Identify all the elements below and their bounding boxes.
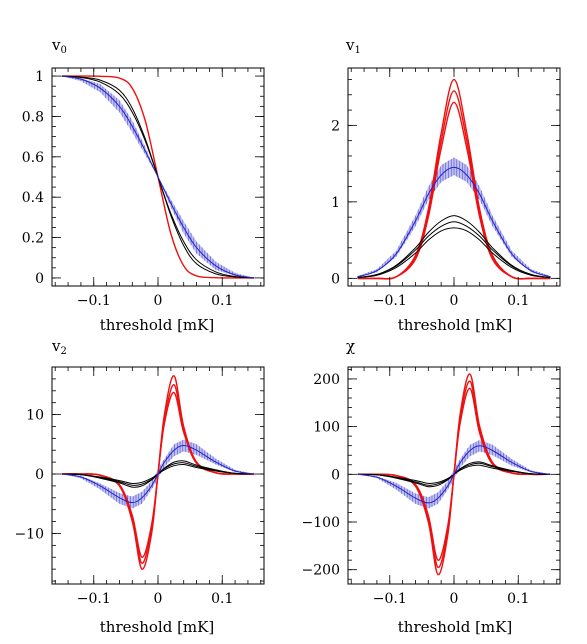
x-axis-label: threshold [mK] [100,618,214,636]
panel-v1: v1 threshold [mK] −0.1 0 0.1 0 1 2 [331,36,561,334]
y-tick-label: −100 [302,515,340,531]
band-hatching [357,157,551,278]
y-tick-label: 0.4 [22,190,44,206]
y-tick-label: 0 [331,271,340,287]
series-line-blue [357,166,551,278]
x-axis-label: threshold [mK] [398,316,512,334]
x-tick-label: 0.1 [507,293,529,309]
axis-ticks [52,68,264,286]
x-tick-label: −0.1 [373,591,407,607]
y-tick-label: 0 [35,271,44,287]
x-tick-label: 0 [450,591,459,607]
y-tick-label: −200 [302,563,340,579]
uncertainty-band [357,157,551,278]
series-line-black [357,215,551,279]
y-tick-label: 1 [331,195,340,211]
series-line-red [357,101,551,280]
plot-area [357,78,551,280]
x-tick-label: 0.1 [211,293,233,309]
x-tick-label: 0 [154,293,163,309]
plot-area [61,375,255,570]
x-axis-label: threshold [mK] [100,316,214,334]
axis-ticks [348,68,560,286]
panel-title: v0 [51,36,67,56]
panel-v0: v0 threshold [mK] −0.1 0 0.1 0 0.2 0.4 0.6 0.8 1 [22,36,265,334]
x-tick-label: 0 [450,293,459,309]
y-tick-label: 2 [331,118,340,134]
plot-area [61,75,255,279]
series-line-red [357,78,551,280]
panel-title: v1 [345,36,361,56]
y-tick-label: 0.8 [22,109,44,125]
y-tick-label: 100 [313,420,340,436]
axis-ticks [52,366,264,584]
x-tick-label: −0.1 [77,591,111,607]
x-tick-label: −0.1 [77,293,111,309]
panel-title: v2 [51,337,67,357]
y-tick-label: 0.2 [22,231,44,247]
series-line-blue [61,445,255,504]
series-line-black [357,227,551,279]
panel-v2: v2 threshold [mK] −0.1 0 0.1 −10 0 10 [14,337,265,636]
series-line-red [357,90,551,280]
y-tick-label: 10 [26,408,44,424]
x-axis-label: threshold [mK] [398,618,512,636]
panel-chi: χ threshold [mK] −0.1 0 0.1 −200 −100 0 100 200 [302,337,561,636]
axis-ticks [348,367,560,584]
panel-title: χ [346,337,355,355]
y-tick-label: 200 [313,372,340,388]
x-tick-label: 0 [154,591,163,607]
x-tick-label: 0.1 [211,591,233,607]
series-line-blue [357,445,551,504]
y-tick-label: 0.6 [22,150,44,166]
plot-frame [347,67,561,287]
x-tick-label: 0.1 [507,591,529,607]
y-tick-label: 1 [35,69,44,85]
y-tick-label: −10 [14,526,44,542]
series-line-black [357,221,551,279]
plot-area [357,373,551,576]
x-tick-label: −0.1 [373,293,407,309]
y-tick-label: 0 [35,467,44,483]
series-line-blue [61,75,255,279]
y-tick-label: 0 [331,467,340,483]
